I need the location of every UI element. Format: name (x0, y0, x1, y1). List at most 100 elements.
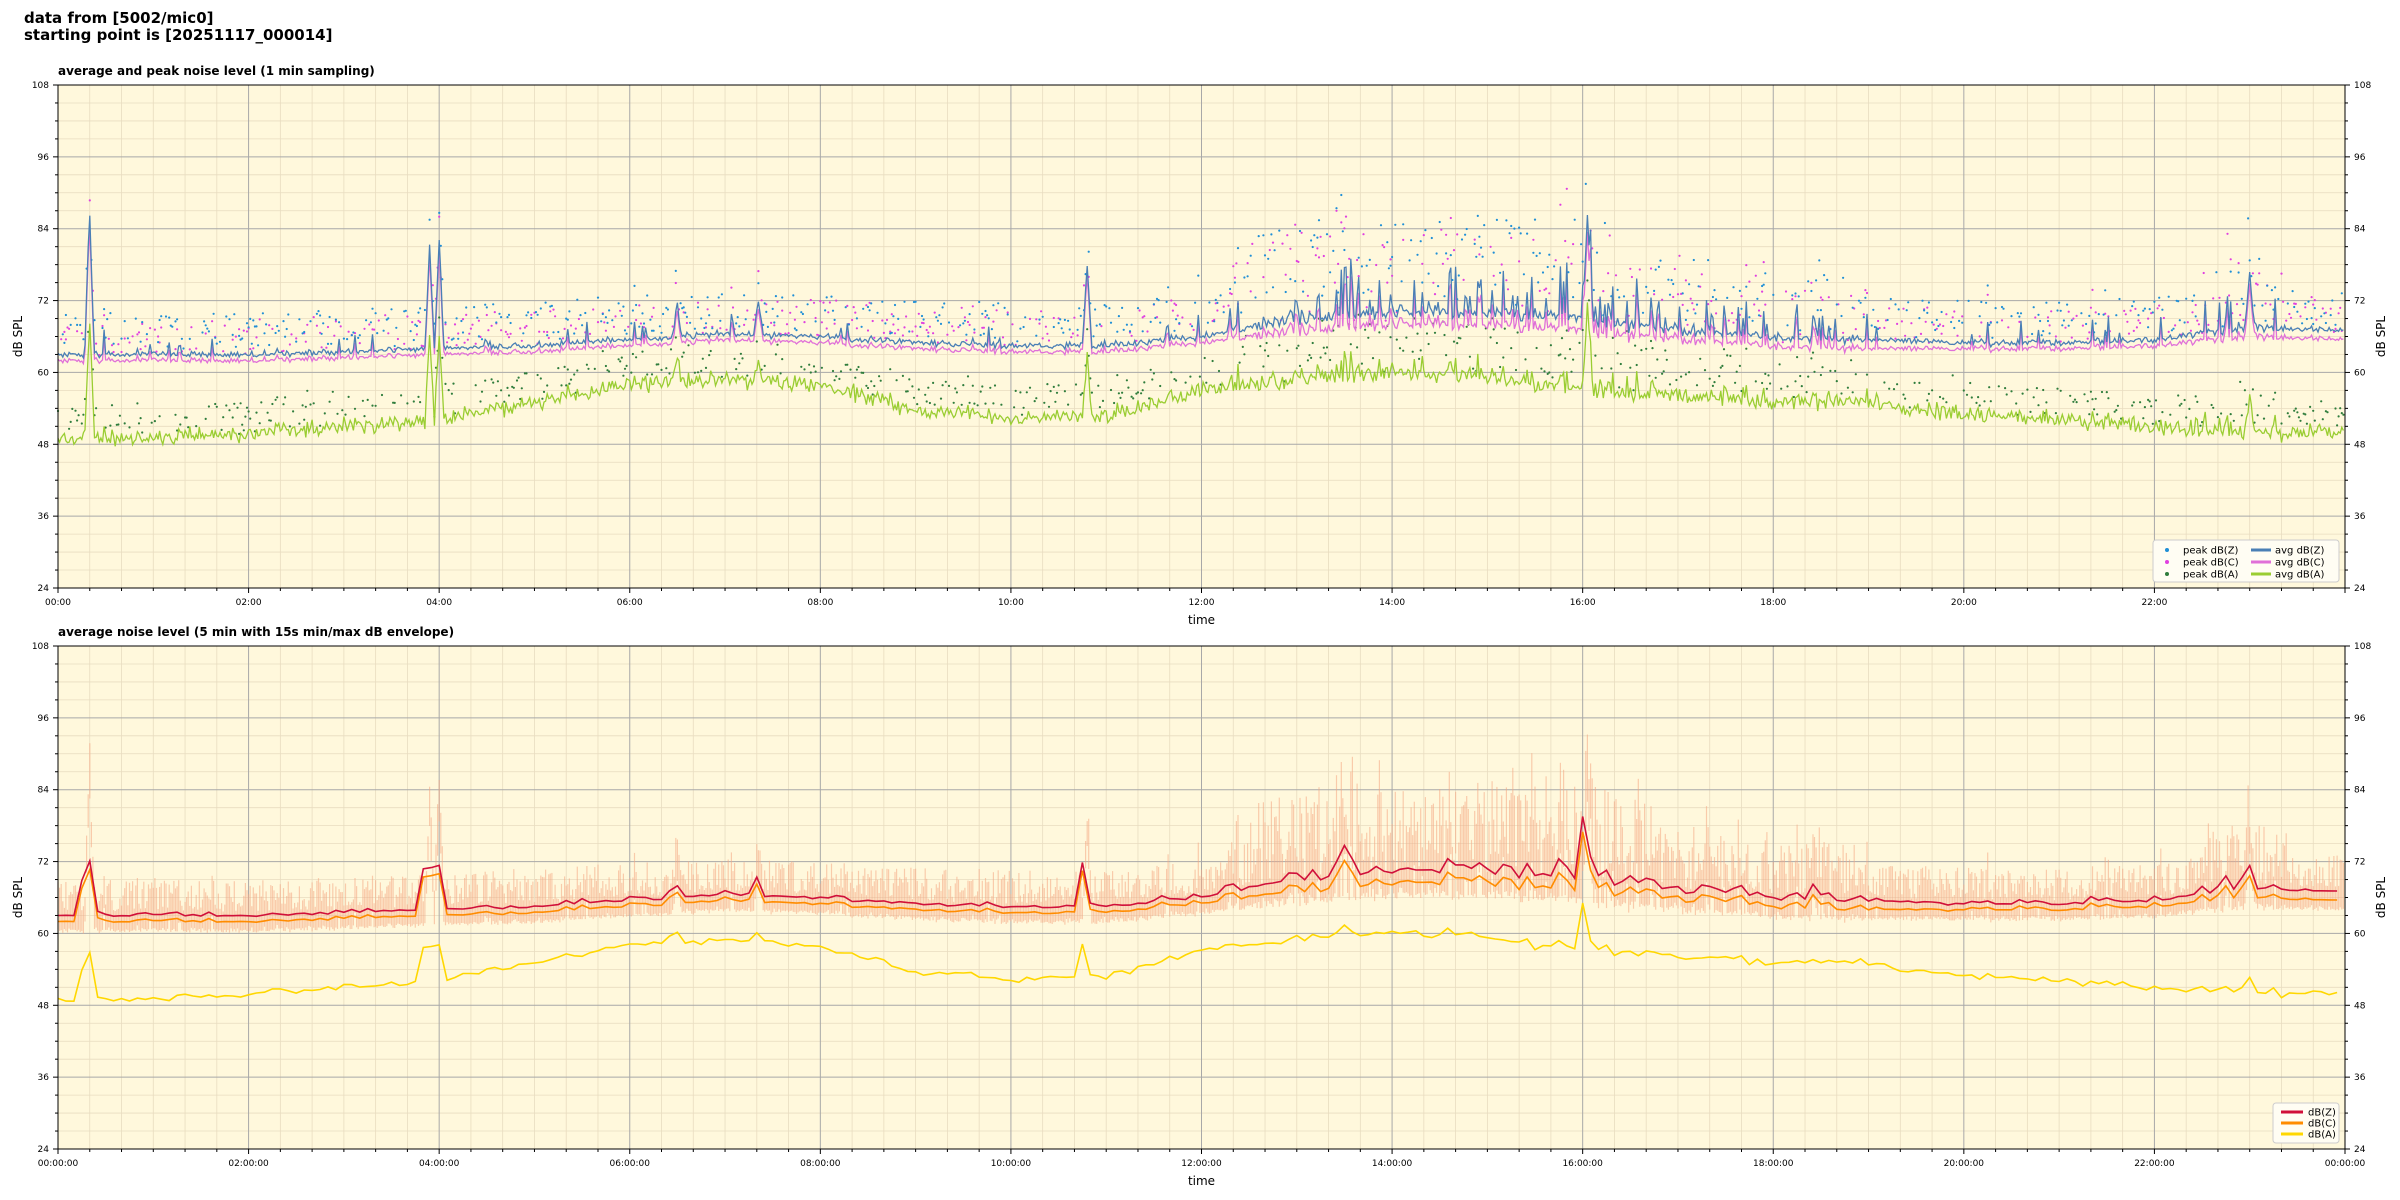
y-tick-label-left: 96 (38, 153, 50, 163)
peak-point (1810, 357, 1813, 360)
peak-point (1389, 258, 1392, 261)
peak-point (1141, 316, 1144, 319)
peak-point (1213, 320, 1216, 323)
peak-point (1945, 313, 1948, 316)
peak-point (1389, 336, 1392, 339)
peak-point (2131, 404, 2134, 407)
peak-point (469, 327, 472, 330)
peak-point (2143, 307, 2146, 310)
peak-point (377, 319, 380, 322)
peak-point (833, 318, 836, 321)
peak-point (2127, 332, 2131, 335)
peak-point (1136, 391, 1140, 394)
peak-point (657, 363, 660, 366)
peak-point (2034, 316, 2037, 319)
peak-point (258, 422, 261, 425)
peak-point (1545, 287, 1548, 290)
peak-point (682, 306, 685, 309)
peak-point (733, 357, 736, 360)
x-tick-label: 20:00:00 (1944, 1159, 1985, 1169)
peak-point (2324, 410, 2327, 413)
peak-point (976, 404, 979, 407)
peak-point (1918, 317, 1921, 320)
peak-point (1722, 348, 1726, 351)
peak-point (568, 310, 571, 313)
peak-point (1665, 358, 1668, 361)
peak-point (1086, 328, 1089, 331)
peak-point (2029, 410, 2032, 413)
peak-point (1572, 358, 1575, 361)
peak-point (1135, 339, 1138, 342)
peak-point (1128, 330, 1132, 333)
peak-point (2196, 400, 2199, 403)
peak-point (1570, 262, 1573, 265)
peak-point (952, 329, 955, 332)
peak-point (2015, 402, 2018, 405)
peak-point (2048, 332, 2051, 335)
peak-point (118, 414, 121, 417)
peak-point (838, 377, 841, 380)
peak-point (801, 312, 805, 316)
avg-line-A (57, 302, 2344, 447)
peak-point (1819, 373, 1822, 377)
peak-point (1402, 238, 1405, 241)
peak-point (860, 325, 863, 328)
peak-point (1757, 309, 1761, 312)
peak-point (1508, 232, 1511, 235)
peak-point (1532, 238, 1535, 241)
peak-point (255, 336, 258, 339)
peak-point (1362, 233, 1365, 236)
peak-point (417, 319, 420, 322)
peak-point (1211, 359, 1214, 363)
peak-point (182, 347, 185, 350)
peak-point (2016, 312, 2019, 315)
peak-point (2324, 321, 2327, 325)
peak-point (266, 411, 269, 414)
peak-point (633, 284, 636, 287)
peak-point (1146, 330, 1149, 333)
peak-point (1435, 252, 1438, 255)
peak-point (2282, 300, 2285, 303)
peak-point (573, 373, 576, 376)
peak-point (1170, 371, 1173, 374)
peak-point (905, 315, 908, 318)
peak-point (328, 400, 331, 403)
peak-point (393, 344, 396, 348)
peak-point (1996, 321, 1999, 324)
peak-point (2158, 304, 2161, 307)
peak-point (1082, 284, 1086, 287)
peak-point (739, 352, 743, 355)
peak-point (1921, 299, 1924, 302)
peak-point (380, 393, 384, 397)
peak-point (844, 306, 847, 309)
peak-point (1090, 391, 1093, 394)
peak-point (1143, 315, 1146, 318)
peak-point (139, 348, 142, 351)
peak-point (638, 304, 641, 307)
peak-point (866, 386, 870, 390)
legend: peak dB(Z)peak dB(C)peak dB(A)avg dB(Z)a… (2152, 539, 2340, 583)
peak-point (1872, 308, 1875, 311)
peak-point (1109, 388, 1113, 392)
peak-point (846, 304, 849, 307)
peak-point (1600, 367, 1603, 370)
peak-point (622, 374, 625, 377)
peak-point (1052, 316, 1055, 320)
peak-point (2154, 399, 2158, 402)
peak-point (1368, 258, 1371, 261)
peak-point (396, 337, 399, 341)
peak-point (1740, 307, 1743, 310)
peak-point (1896, 383, 1899, 386)
peak-point (1194, 301, 1197, 304)
peak-point (679, 302, 682, 305)
peak-point (1572, 296, 1575, 299)
peak-point (1229, 287, 1232, 291)
peak-point (774, 353, 778, 356)
peak-point (674, 336, 677, 339)
peak-point (188, 337, 191, 340)
peak-point (1033, 400, 1036, 403)
peak-point (1089, 377, 1092, 380)
peak-point (685, 321, 689, 325)
y-tick-label-left: 36 (38, 512, 50, 522)
peak-point (261, 312, 264, 315)
